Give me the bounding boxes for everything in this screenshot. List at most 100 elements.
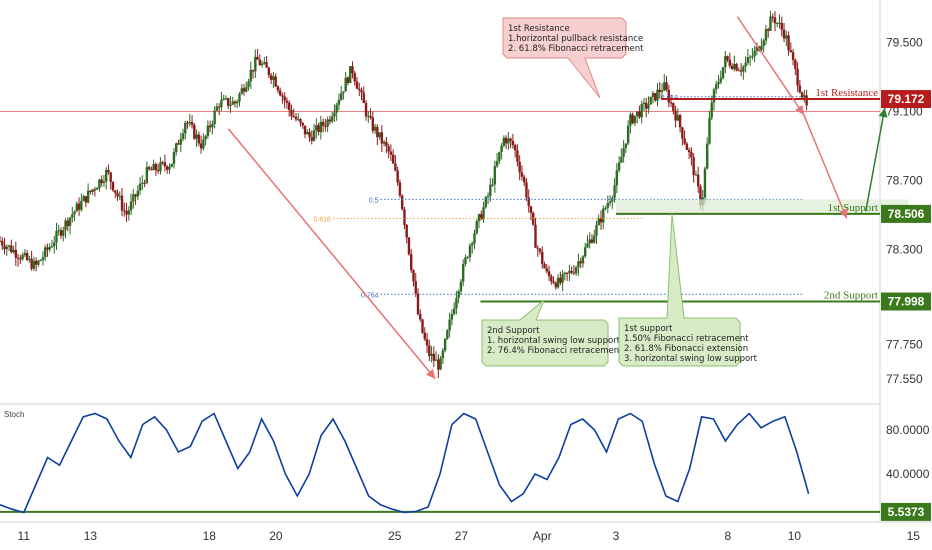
candle-body	[622, 148, 625, 157]
candle-body	[25, 252, 29, 260]
candle-body	[654, 93, 657, 101]
tag-support1-bg	[881, 204, 931, 223]
candle-body	[398, 182, 402, 196]
candle-body	[292, 116, 295, 118]
candle-body	[538, 248, 542, 252]
candle-body	[466, 256, 469, 258]
stoch-tick-label: 80.0000	[886, 423, 930, 437]
candle-body	[509, 138, 512, 141]
candle-body	[561, 274, 564, 283]
candle-body	[367, 115, 370, 117]
arrow-top-down-head	[795, 104, 804, 115]
candle-body	[238, 93, 241, 102]
candle-body	[554, 282, 558, 288]
candle-body	[631, 114, 634, 124]
annotation-1st-support-text: 1st support 1.50% Fibonacci retracement 2.…	[624, 324, 758, 364]
arrow-down-2-shaft	[803, 114, 848, 219]
candle-body	[138, 183, 142, 191]
candle-body	[626, 125, 630, 144]
candle-body	[41, 257, 45, 261]
candle-body	[394, 163, 397, 171]
candle-body	[161, 162, 164, 164]
candle-body	[728, 59, 732, 66]
candle-body	[568, 270, 571, 274]
candle-body	[147, 167, 151, 170]
candle-body	[274, 76, 277, 87]
candle-body	[563, 272, 567, 275]
candle-body	[353, 73, 356, 82]
candle-body	[184, 122, 187, 134]
candle-body	[132, 194, 135, 202]
candle-body	[516, 150, 519, 162]
candle-body	[12, 249, 15, 253]
candle-body	[231, 101, 234, 105]
candle-body	[111, 181, 115, 191]
candle-body	[669, 102, 673, 104]
candle-body	[500, 145, 503, 152]
candle-body	[805, 95, 808, 106]
candle-body	[482, 207, 485, 220]
candle-body	[204, 135, 207, 140]
candle-body	[529, 206, 533, 213]
candle-body	[617, 162, 621, 171]
time-tick-label: 3	[613, 529, 620, 543]
candle-body	[68, 217, 72, 227]
candle-body	[421, 319, 424, 333]
candle-body	[437, 359, 440, 370]
candle-body	[208, 125, 212, 128]
candle-body	[335, 104, 338, 113]
candle-body	[773, 17, 777, 24]
candle-body	[55, 230, 58, 243]
candle-body	[504, 137, 508, 144]
candle-body	[710, 102, 713, 118]
candle-body	[290, 109, 293, 117]
candle-body	[82, 196, 85, 201]
candle-body	[109, 172, 112, 182]
candle-body	[206, 125, 210, 136]
annotation-1st-resistance-line1-line: 1.horizontal pullback resistance	[508, 34, 643, 44]
candle-body	[328, 119, 332, 122]
candle-body	[34, 260, 38, 265]
candle-body	[638, 111, 641, 118]
candle-body	[550, 276, 553, 282]
candle-body	[473, 233, 476, 244]
candle-body	[59, 230, 63, 236]
time-tick-label: 18	[203, 529, 217, 543]
candle-body	[163, 162, 167, 167]
candle-body	[629, 114, 632, 126]
candle-body	[690, 152, 693, 158]
candle-body	[762, 40, 765, 46]
candle-body	[371, 117, 375, 131]
candle-body	[651, 93, 655, 97]
candle-body	[272, 76, 275, 80]
candle-body	[324, 125, 327, 127]
candle-body	[794, 59, 797, 69]
candle-body	[80, 200, 83, 210]
candle-body	[220, 99, 223, 108]
candle-body	[461, 263, 465, 282]
candle-body	[536, 247, 539, 249]
candle-body	[419, 314, 422, 320]
candle-body	[1, 240, 4, 246]
candle-body	[412, 270, 415, 282]
candle-body	[647, 104, 650, 109]
candle-body	[303, 125, 307, 135]
time-tick-label: Apr	[533, 529, 552, 543]
candle-body	[378, 132, 381, 138]
candle-body	[606, 203, 609, 208]
annotation-1st-support-box	[618, 213, 741, 367]
candle-body	[493, 166, 497, 185]
candle-body	[681, 127, 684, 139]
candle-body	[168, 166, 171, 170]
candle-body	[179, 138, 182, 145]
candle-body	[803, 95, 806, 98]
candle-body	[434, 359, 438, 361]
candle-body	[464, 257, 467, 264]
candle-body	[116, 192, 119, 197]
candle-body	[177, 143, 180, 145]
candle-body	[21, 255, 24, 260]
candle-body	[672, 103, 675, 111]
candle-body	[396, 170, 399, 183]
candle-body	[685, 143, 689, 150]
